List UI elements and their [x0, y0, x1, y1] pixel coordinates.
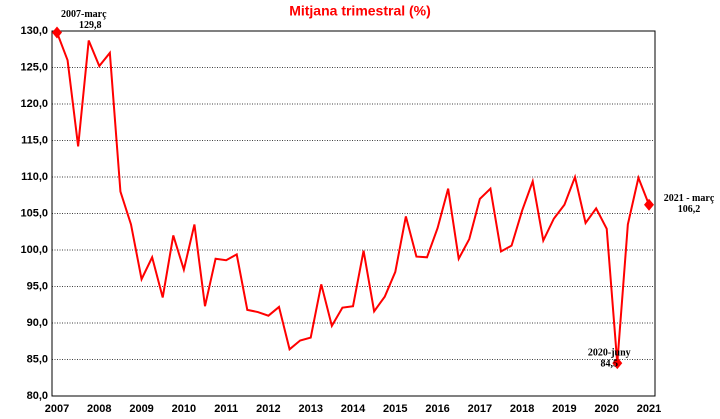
x-tick-label: 2009: [129, 403, 153, 415]
point-label: 2020-juny: [588, 347, 631, 358]
x-tick-label: 2019: [552, 403, 576, 415]
y-tick-label: 85,0: [27, 353, 48, 365]
chart-title: Mitjana trimestral (%): [289, 3, 431, 19]
plot-frame: [51, 30, 656, 397]
y-tick-label: 125,0: [20, 61, 48, 73]
x-tick-label: 2008: [87, 403, 111, 415]
y-tick-label: 100,0: [20, 244, 48, 256]
value-label: 129,8: [79, 20, 102, 31]
y-tick-label: 95,0: [27, 280, 48, 292]
y-tick-label: 115,0: [21, 134, 48, 146]
x-tick-label: 2011: [214, 403, 238, 415]
x-tick-label: 2015: [383, 403, 407, 415]
x-tick-label: 2017: [468, 403, 492, 415]
x-tick-label: 2016: [425, 403, 449, 415]
x-tick-label: 2007: [45, 403, 69, 415]
marker: [52, 26, 62, 39]
x-tick-label: 2013: [298, 403, 322, 415]
value-label: 84,5: [601, 358, 619, 369]
y-tick-label: 130,0: [20, 25, 48, 37]
y-tick-label: 110,0: [21, 171, 48, 183]
value-label: 106,2: [678, 204, 701, 215]
x-tick-label: 2014: [341, 403, 366, 415]
y-tick-label: 80,0: [27, 390, 48, 402]
y-tick-label: 105,0: [20, 207, 48, 219]
x-tick-label: 2010: [172, 403, 196, 415]
marker: [644, 198, 654, 211]
line: [56, 32, 650, 364]
marker: [612, 357, 623, 370]
x-tick-label: 2012: [256, 403, 280, 415]
y-tick-label: 90,0: [27, 317, 48, 329]
point-label: 2007-març: [61, 9, 107, 20]
point-label: 2021 - març: [664, 193, 715, 204]
y-tick-label: 120,0: [20, 98, 48, 110]
x-tick-label: 2020: [594, 403, 618, 415]
x-tick-label: 2018: [510, 403, 534, 415]
x-tick-label: 2021: [637, 403, 661, 415]
